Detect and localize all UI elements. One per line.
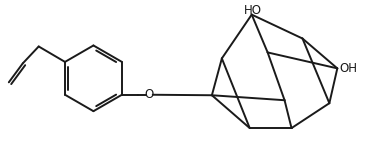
- Text: OH: OH: [339, 62, 357, 75]
- Text: O: O: [144, 88, 153, 101]
- Text: HO: HO: [244, 4, 262, 17]
